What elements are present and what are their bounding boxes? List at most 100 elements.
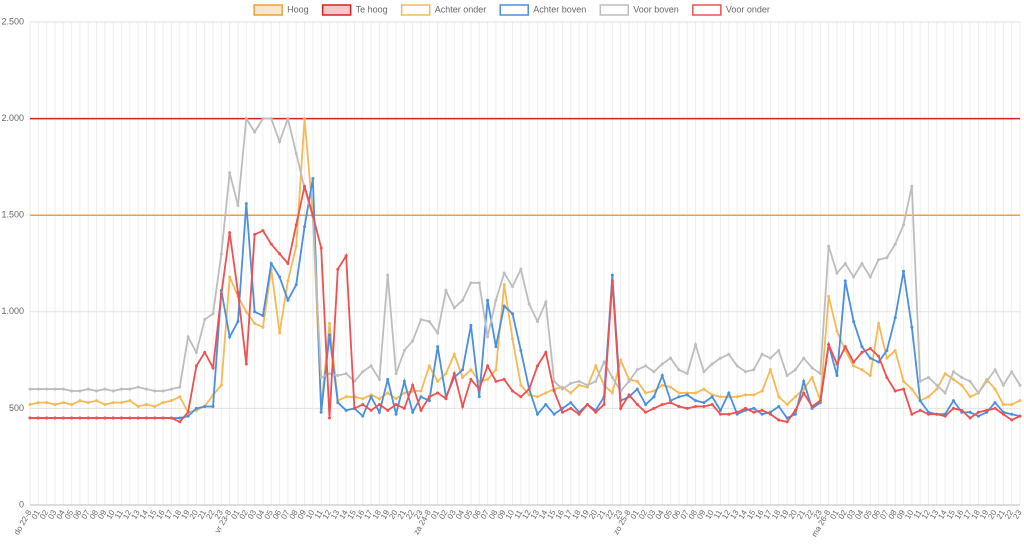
data-point <box>885 256 889 260</box>
data-point <box>294 244 298 248</box>
data-point <box>469 281 473 285</box>
data-point <box>552 389 556 393</box>
data-point <box>278 331 282 335</box>
data-point <box>835 329 839 333</box>
data-point <box>461 368 465 372</box>
data-point <box>527 302 531 306</box>
data-point <box>186 410 190 414</box>
data-point <box>136 404 140 408</box>
data-point <box>976 391 980 395</box>
data-point <box>419 389 423 393</box>
data-point <box>261 314 265 318</box>
data-point <box>951 399 955 403</box>
data-point <box>236 319 240 323</box>
data-point <box>461 375 465 379</box>
data-point <box>311 176 315 180</box>
data-point <box>103 403 107 407</box>
data-point <box>910 387 914 391</box>
data-point <box>860 350 864 354</box>
data-point <box>885 356 889 360</box>
data-point <box>377 377 381 381</box>
data-point <box>294 151 298 155</box>
data-point <box>28 416 32 420</box>
data-point <box>136 416 140 420</box>
data-point <box>452 352 456 356</box>
data-point <box>95 416 99 420</box>
y-tick-label: 1.500 <box>1 210 24 220</box>
data-point <box>253 233 257 237</box>
data-point <box>943 372 947 376</box>
data-point <box>719 356 723 360</box>
data-point <box>610 391 614 395</box>
data-point <box>203 350 207 354</box>
data-point <box>752 393 756 397</box>
data-point <box>968 379 972 383</box>
data-point <box>511 389 515 393</box>
data-point <box>610 273 614 277</box>
legend-swatch <box>253 4 283 16</box>
data-point <box>951 377 955 381</box>
data-point <box>843 345 847 349</box>
data-point <box>369 408 373 412</box>
data-point <box>444 372 448 376</box>
data-point <box>178 416 182 420</box>
legend-swatch <box>321 4 352 16</box>
legend-label: Te hoog <box>356 4 388 14</box>
data-point <box>793 408 797 412</box>
data-point <box>377 403 381 407</box>
data-point <box>910 184 914 188</box>
data-point <box>394 397 398 401</box>
data-point <box>835 362 839 366</box>
data-point <box>727 352 731 356</box>
data-point <box>286 262 290 265</box>
data-point <box>153 416 157 420</box>
data-point <box>402 406 406 410</box>
data-point <box>253 130 257 134</box>
data-point <box>369 395 373 399</box>
data-point <box>327 416 331 420</box>
data-point <box>660 362 664 366</box>
data-point <box>269 262 273 265</box>
data-point <box>852 364 856 368</box>
data-point <box>760 352 764 356</box>
data-point <box>610 375 614 379</box>
data-point <box>469 377 473 381</box>
data-point <box>61 387 65 391</box>
data-point <box>968 416 972 420</box>
data-point <box>835 271 839 275</box>
data-point <box>178 385 182 389</box>
data-point <box>743 393 747 397</box>
data-point <box>261 229 265 233</box>
data-point <box>943 391 947 395</box>
data-point <box>344 395 348 399</box>
data-point <box>694 404 698 408</box>
data-point <box>702 387 706 391</box>
data-point <box>752 406 756 410</box>
data-point <box>935 387 939 391</box>
legend-label: Hoog <box>287 4 309 14</box>
data-point <box>1010 370 1014 374</box>
data-point <box>402 379 406 383</box>
data-point <box>544 403 548 407</box>
data-point <box>644 391 648 395</box>
data-point <box>194 364 198 368</box>
data-point <box>860 345 864 349</box>
data-point <box>486 364 490 368</box>
data-point <box>494 379 498 383</box>
data-point <box>743 370 747 374</box>
data-point <box>45 401 49 405</box>
data-point <box>785 416 789 420</box>
data-point <box>36 387 40 391</box>
data-point <box>228 335 232 339</box>
data-point <box>926 375 930 379</box>
data-point <box>411 383 415 387</box>
data-point <box>278 140 282 144</box>
data-point <box>1010 403 1014 407</box>
data-point <box>161 389 165 393</box>
data-point <box>311 213 315 217</box>
data-point <box>369 364 373 368</box>
data-point <box>968 395 972 399</box>
data-point <box>677 395 681 399</box>
data-point <box>461 404 465 408</box>
data-point <box>344 254 348 258</box>
